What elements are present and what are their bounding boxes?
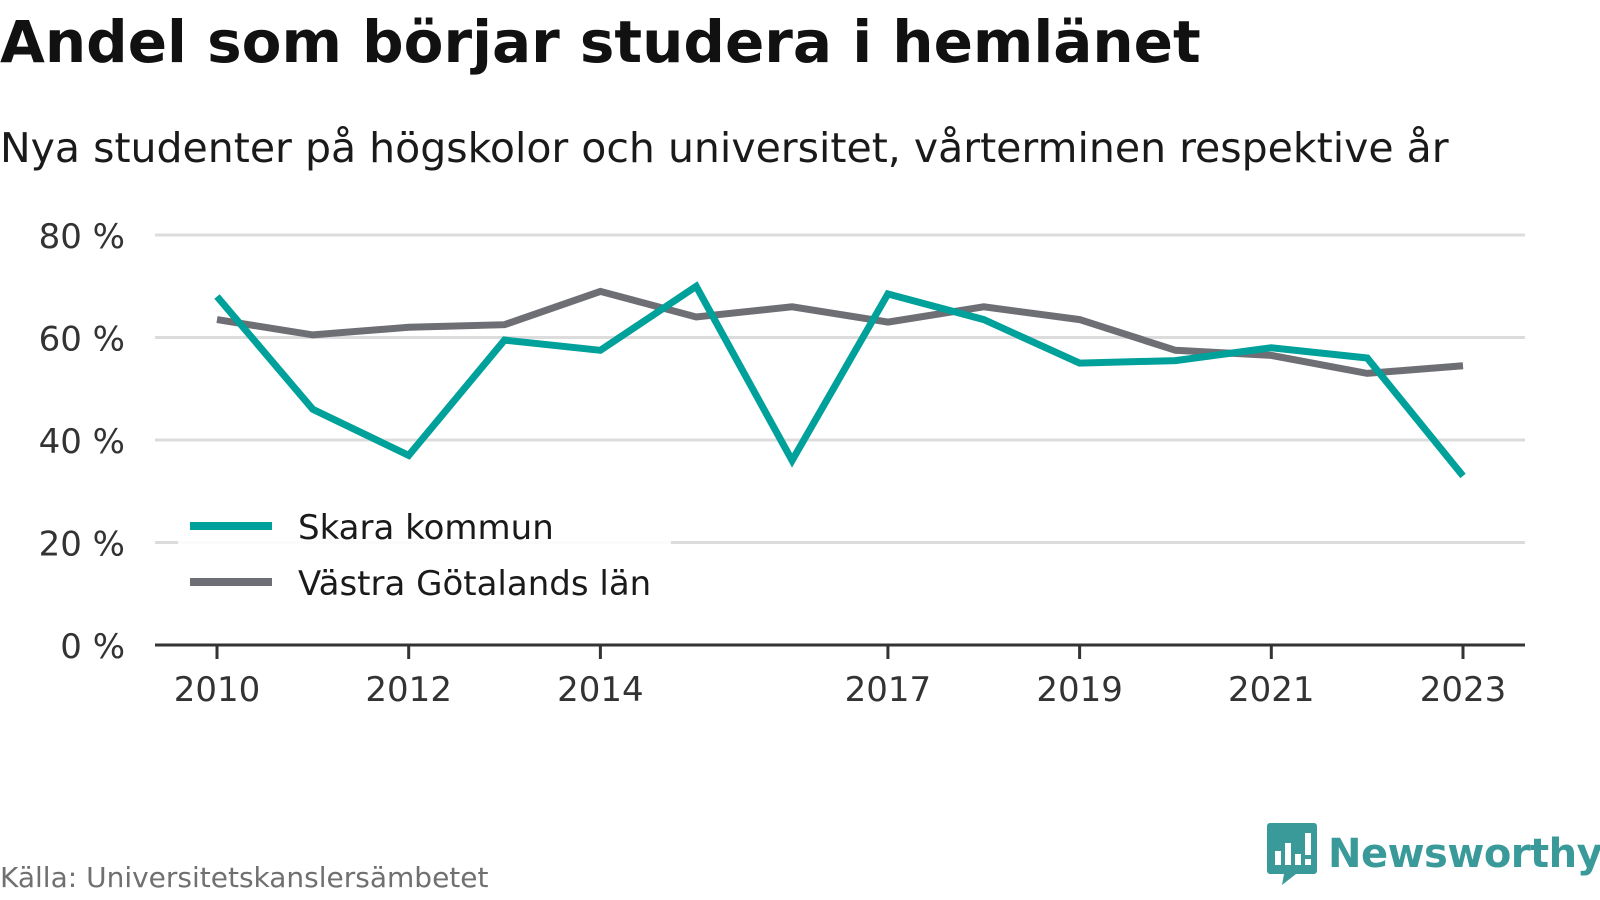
brand-logo: Newsworthy: [1266, 818, 1600, 890]
x-tick-label: 2023: [1420, 670, 1507, 710]
chart-title: Andel som börjar studera i hemlänet: [0, 8, 1201, 76]
series-lines: [214, 281, 1466, 479]
x-tick-label: 2012: [365, 670, 452, 710]
y-tick-label: 0 %: [60, 627, 125, 667]
legend-label: Skara kommun: [298, 508, 554, 548]
x-tick-label: 2017: [845, 670, 932, 710]
series-line-1: [216, 287, 1464, 377]
x-tick-label: 2021: [1228, 670, 1315, 710]
x-tick-label: 2010: [174, 670, 261, 710]
x-axis-tick-labels: 2010 2012 2014 2017 2019 2021 2023: [174, 670, 1507, 710]
legend: Skara kommun Västra Götalands län: [178, 495, 671, 613]
y-tick-label: 60 %: [39, 320, 125, 360]
y-tick-label: 20 %: [39, 525, 125, 565]
brand-name: Newsworthy: [1328, 831, 1600, 877]
source-note: Källa: Universitetskanslersämbetet: [0, 861, 489, 894]
y-tick-label: 40 %: [39, 422, 125, 462]
y-tick-label: 80 %: [39, 217, 125, 257]
series-line-0: [214, 281, 1466, 479]
x-tick-label: 2019: [1036, 670, 1123, 710]
legend-background: [178, 495, 671, 613]
y-axis-tick-labels: 0 % 20 % 40 % 60 % 80 %: [39, 217, 125, 667]
newsworthy-logo-icon: [1267, 823, 1317, 885]
chart-subtitle: Nya studenter på högskolor och universit…: [0, 124, 1449, 172]
x-tick-label: 2014: [557, 670, 644, 710]
x-axis: [155, 643, 1525, 659]
legend-label: Västra Götalands län: [298, 564, 651, 604]
